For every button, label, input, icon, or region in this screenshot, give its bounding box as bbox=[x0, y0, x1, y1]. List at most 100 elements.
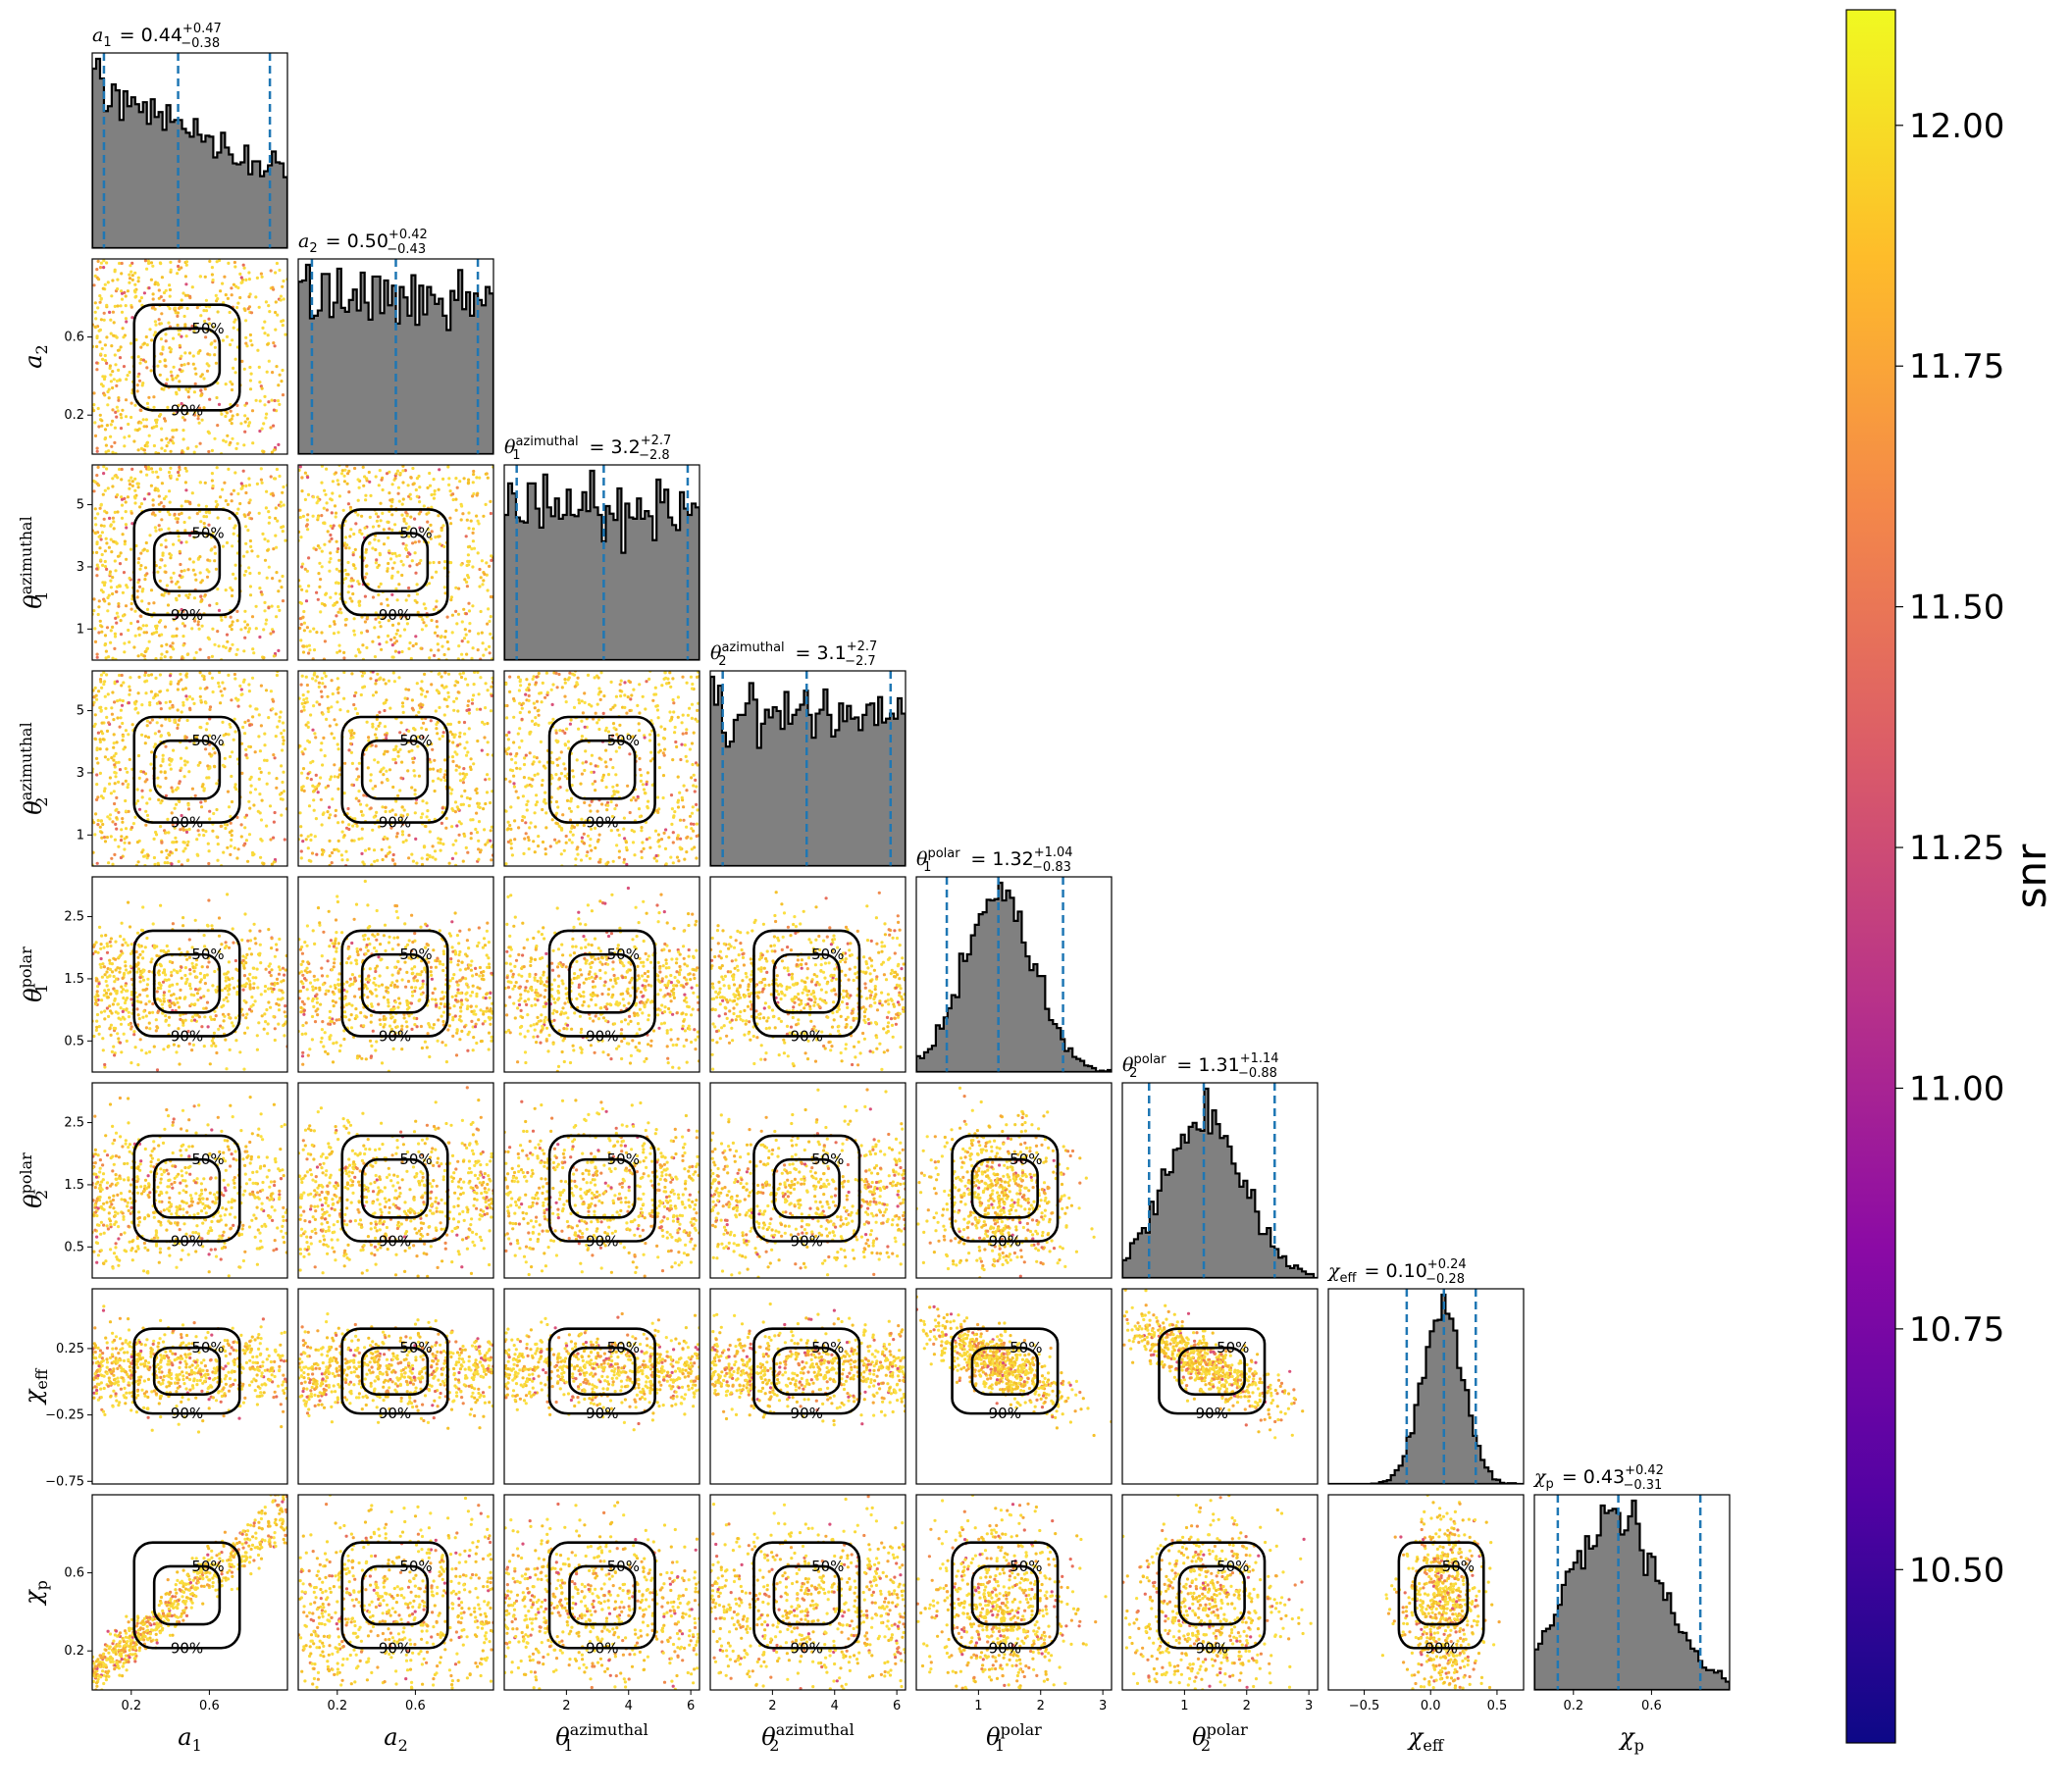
scatter-point bbox=[390, 528, 394, 532]
scatter-point bbox=[275, 947, 279, 951]
scatter-point bbox=[213, 436, 217, 440]
scatter-point bbox=[238, 684, 242, 688]
scatter-point bbox=[413, 774, 417, 778]
scatter-point bbox=[226, 989, 230, 993]
scatter-point bbox=[404, 688, 408, 691]
scatter-point bbox=[185, 411, 189, 416]
scatter-point bbox=[302, 644, 306, 648]
scatter-point bbox=[373, 785, 378, 789]
scatter-point bbox=[352, 693, 357, 698]
scatter-point bbox=[180, 569, 183, 573]
scatter-point bbox=[105, 424, 109, 428]
scatter-point bbox=[488, 619, 492, 624]
scatter-point bbox=[400, 502, 404, 506]
scatter-point bbox=[431, 747, 435, 751]
scatter-point bbox=[144, 691, 148, 695]
scatter-point bbox=[248, 791, 252, 794]
scatter-point bbox=[312, 648, 317, 652]
scatter-point bbox=[305, 776, 309, 780]
scatter-point bbox=[120, 673, 124, 678]
scatter-point bbox=[436, 642, 440, 646]
scatter-point bbox=[238, 501, 242, 506]
scatter-point bbox=[162, 991, 166, 995]
scatter-point bbox=[99, 318, 103, 322]
scatter-point bbox=[420, 628, 424, 632]
scatter-point bbox=[251, 715, 255, 719]
scatter-point bbox=[428, 767, 433, 771]
scatter-point bbox=[268, 516, 272, 520]
scatter-point bbox=[156, 776, 160, 780]
scatter-point bbox=[421, 618, 425, 622]
scatter-point bbox=[435, 599, 439, 603]
scatter-point bbox=[177, 535, 181, 538]
scatter-point bbox=[130, 511, 133, 515]
scatter-point bbox=[228, 516, 232, 521]
scatter-point bbox=[241, 1013, 245, 1017]
scatter-point bbox=[613, 703, 617, 707]
scatter-point bbox=[512, 785, 516, 789]
scatter-point bbox=[631, 841, 636, 844]
contour-90 bbox=[132, 715, 241, 824]
scatter-point bbox=[228, 831, 232, 835]
scatter-point bbox=[408, 492, 412, 496]
scatter-point bbox=[127, 900, 130, 904]
scatter-point bbox=[484, 502, 488, 506]
scatter-point bbox=[139, 1000, 143, 1004]
scatter-point bbox=[594, 789, 597, 793]
scatter-point bbox=[95, 446, 99, 450]
scatter-point bbox=[107, 721, 111, 725]
scatter-point bbox=[105, 335, 109, 339]
scatter-point bbox=[204, 335, 208, 339]
scatter-point bbox=[149, 484, 153, 487]
scatter-point bbox=[159, 528, 163, 532]
scatter-point bbox=[609, 707, 613, 711]
scatter-point bbox=[470, 701, 475, 705]
scatter-point bbox=[648, 845, 652, 849]
scatter-point bbox=[93, 516, 97, 520]
scatter-point bbox=[208, 817, 212, 821]
scatter-point bbox=[257, 511, 261, 515]
scatter-point bbox=[103, 359, 108, 363]
scatter-point bbox=[661, 774, 666, 778]
scatter-point bbox=[202, 787, 206, 791]
scatter-point bbox=[320, 847, 325, 852]
scatter-point bbox=[192, 701, 196, 705]
scatter-point bbox=[398, 731, 402, 735]
scatter-point bbox=[178, 380, 181, 384]
scatter-point bbox=[570, 784, 574, 788]
scatter-point bbox=[178, 259, 181, 263]
scatter-point bbox=[671, 861, 675, 865]
scatter-point bbox=[255, 1048, 259, 1051]
scatter-point bbox=[170, 374, 174, 378]
scatter-point bbox=[384, 749, 388, 753]
scatter-point bbox=[177, 332, 181, 336]
scatter-point bbox=[276, 313, 280, 317]
scatter-point bbox=[244, 401, 248, 405]
scatter-point bbox=[353, 547, 357, 551]
scatter-point bbox=[337, 690, 340, 694]
scatter-point bbox=[166, 817, 170, 821]
scatter-point bbox=[211, 278, 215, 282]
scatter-point bbox=[390, 592, 394, 596]
scatter-point bbox=[663, 671, 667, 675]
scatter-point bbox=[181, 575, 184, 579]
scatter-point bbox=[208, 766, 212, 770]
scatter-point bbox=[639, 773, 644, 778]
scatter-point bbox=[554, 671, 558, 675]
scatter-point bbox=[95, 567, 99, 571]
scatter-point bbox=[267, 771, 271, 775]
scatter-point bbox=[188, 968, 192, 972]
scatter-point bbox=[365, 477, 369, 481]
scatter-point bbox=[640, 826, 644, 830]
scatter-point bbox=[229, 402, 233, 407]
scatter-point bbox=[107, 655, 111, 659]
scatter-point bbox=[112, 733, 116, 737]
scatter-point bbox=[555, 757, 559, 761]
scatter-point bbox=[471, 818, 475, 822]
scatter-point bbox=[648, 836, 651, 840]
scatter-point bbox=[379, 770, 383, 774]
scatter-point bbox=[671, 758, 675, 762]
scatter-point bbox=[404, 598, 408, 602]
scatter-point bbox=[248, 498, 252, 502]
scatter-point bbox=[279, 504, 283, 508]
